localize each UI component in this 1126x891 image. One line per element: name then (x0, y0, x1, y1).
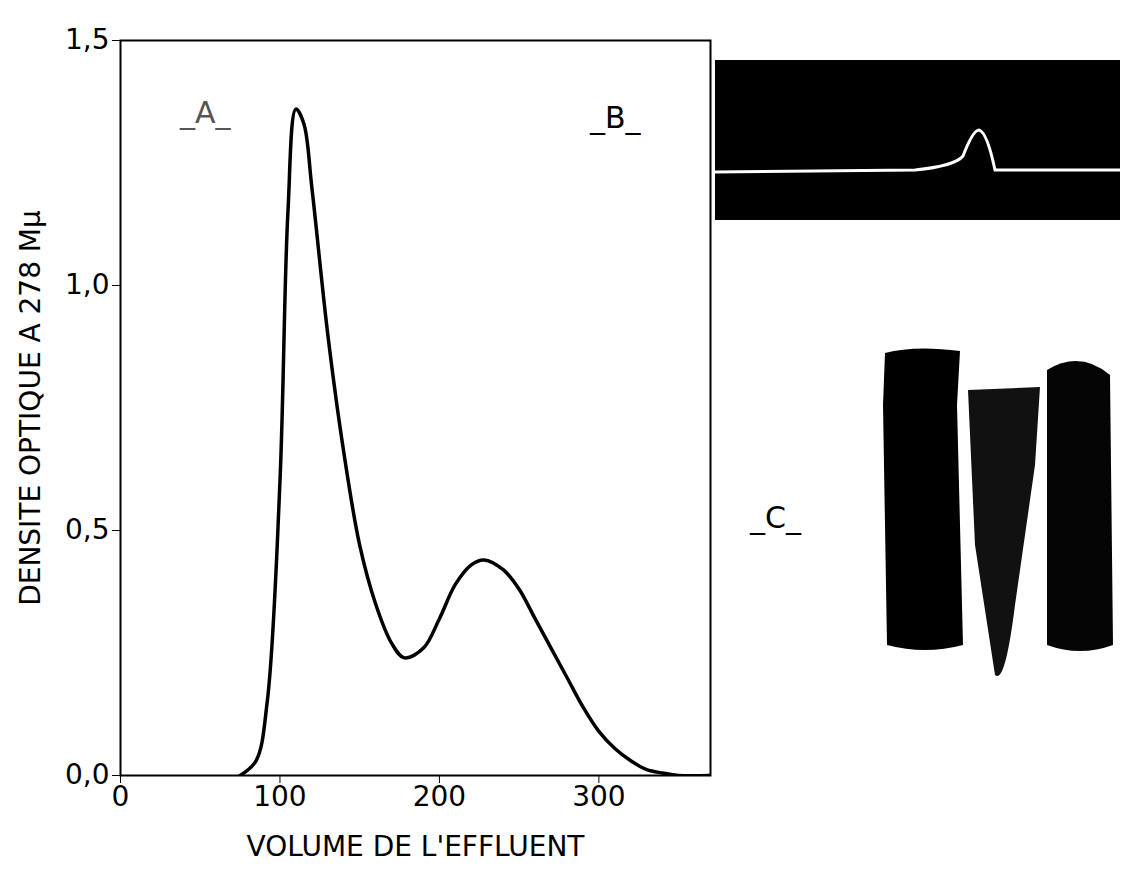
html-text:_C_: _C_ (750, 500, 801, 535)
svg-text:300: 300 (572, 780, 625, 813)
svg-text:0,5: 0,5 (65, 513, 110, 546)
svg-text:100: 100 (253, 780, 306, 813)
svg-text:1,0: 1,0 (65, 268, 110, 301)
html-text:_A_: _A_ (180, 95, 231, 130)
svg-text:0: 0 (112, 780, 130, 813)
html-text:_B_: _B_ (590, 100, 641, 135)
svg-text:0,0: 0,0 (65, 758, 110, 791)
svg-text:1,5: 1,5 (65, 23, 110, 56)
svg-text:DENSITE OPTIQUE A 278 Mμ: DENSITE OPTIQUE A 278 Mμ (14, 210, 47, 606)
svg-text:VOLUME DE L'EFFLUENT: VOLUME DE L'EFFLUENT (247, 830, 586, 863)
svg-text:200: 200 (413, 780, 466, 813)
